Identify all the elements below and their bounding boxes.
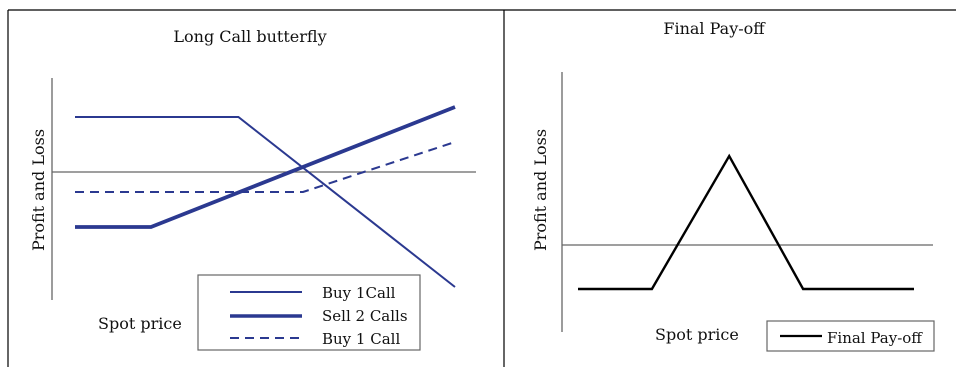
right-x-axis-label: Spot price [655, 325, 739, 344]
legend-label-buy-1-call: Buy 1 Call [322, 330, 400, 348]
panel-right: Final Pay-off Profit and Loss Spot price… [531, 19, 935, 352]
series-line-right-0 [578, 153, 914, 291]
left-x-axis-label: Spot price [98, 314, 182, 333]
legend-label-final-payoff: Final Pay-off [827, 329, 923, 347]
series-line-left-1 [75, 105, 456, 229]
left-y-axis-label: Profit and Loss [29, 129, 48, 251]
series-line-left-2 [75, 141, 456, 193]
right-series-group [578, 153, 914, 291]
right-chart-title: Final Pay-off [663, 19, 766, 38]
left-chart-title: Long Call butterfly [173, 27, 326, 46]
series-line-left-0 [75, 116, 456, 288]
left-legend: Buy 1Call Sell 2 Calls Buy 1 Call [197, 274, 421, 351]
right-legend: Final Pay-off [766, 320, 935, 352]
panel-left: Long Call butterfly Profit and Loss Spot… [29, 27, 476, 351]
left-series-group [75, 105, 456, 288]
legend-label-sell-2-calls: Sell 2 Calls [322, 307, 408, 325]
right-y-axis-label: Profit and Loss [531, 129, 550, 251]
legend-label-buy-1call: Buy 1Call [322, 284, 396, 302]
